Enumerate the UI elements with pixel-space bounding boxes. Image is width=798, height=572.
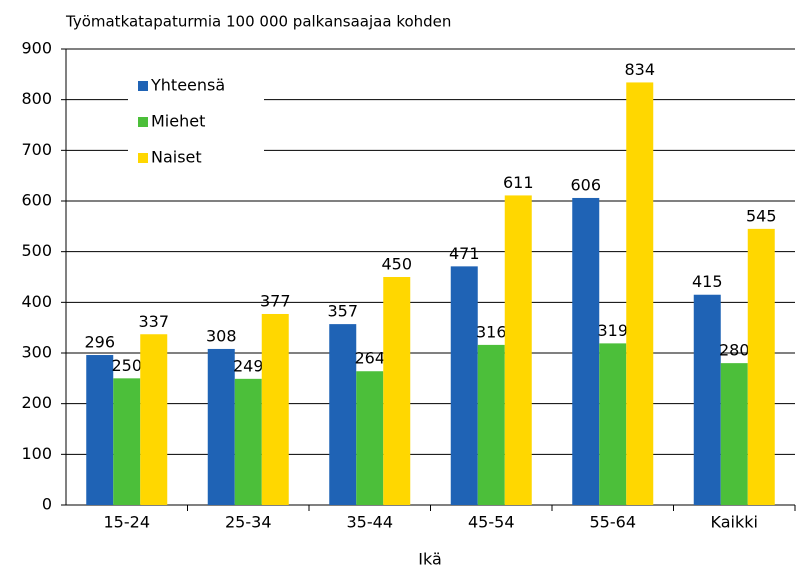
data-label: 250 bbox=[111, 356, 142, 375]
bar bbox=[86, 355, 114, 505]
data-label: 316 bbox=[476, 322, 507, 341]
x-tick-label: 15-24 bbox=[104, 513, 151, 532]
x-axis-label: Ikä bbox=[418, 550, 442, 569]
chart-title: Työmatkatapaturmia 100 000 palkansaajaa … bbox=[65, 13, 451, 31]
bar bbox=[113, 378, 141, 505]
bar bbox=[261, 313, 289, 505]
y-tick-label: 200 bbox=[21, 393, 52, 412]
legend-label: Yhteensä bbox=[150, 76, 225, 95]
data-label: 611 bbox=[503, 173, 534, 192]
data-label: 296 bbox=[84, 333, 115, 352]
legend-swatch bbox=[138, 117, 148, 127]
y-tick-label: 600 bbox=[21, 191, 52, 210]
x-tick-label: 55-64 bbox=[590, 513, 637, 532]
data-label: 337 bbox=[138, 312, 169, 331]
bar bbox=[626, 82, 654, 505]
data-label: 280 bbox=[719, 341, 750, 360]
bar bbox=[477, 344, 505, 505]
data-label: 471 bbox=[449, 244, 480, 263]
bar bbox=[383, 277, 411, 505]
data-label: 415 bbox=[692, 272, 723, 291]
bar bbox=[720, 363, 748, 505]
x-tick-label: 45-54 bbox=[468, 513, 515, 532]
legend-label: Miehet bbox=[151, 112, 205, 131]
y-tick-label: 300 bbox=[21, 343, 52, 362]
x-tick-label: 25-34 bbox=[225, 513, 272, 532]
bar bbox=[599, 343, 627, 505]
bar bbox=[356, 371, 384, 505]
y-tick-label: 900 bbox=[21, 39, 52, 58]
bar bbox=[140, 334, 168, 505]
legend-swatch bbox=[138, 81, 148, 91]
data-label: 319 bbox=[597, 321, 628, 340]
data-label: 308 bbox=[206, 326, 237, 345]
y-tick-label: 400 bbox=[21, 292, 52, 311]
data-label: 377 bbox=[260, 291, 291, 310]
y-tick-label: 500 bbox=[21, 241, 52, 260]
data-label: 545 bbox=[746, 206, 777, 225]
legend-swatch bbox=[138, 153, 148, 163]
legend-label: Naiset bbox=[151, 148, 202, 167]
data-label: 264 bbox=[354, 349, 385, 368]
data-label: 357 bbox=[327, 302, 358, 321]
bar bbox=[504, 195, 532, 505]
bar bbox=[234, 378, 262, 505]
legend-box bbox=[128, 66, 264, 176]
bar bbox=[693, 294, 721, 505]
y-tick-label: 800 bbox=[21, 89, 52, 108]
y-tick-label: 0 bbox=[42, 495, 52, 514]
data-label: 450 bbox=[381, 255, 412, 274]
x-tick-label: Kaikki bbox=[711, 513, 758, 532]
bar bbox=[450, 266, 478, 505]
x-tick-label: 35-44 bbox=[347, 513, 394, 532]
bar bbox=[329, 324, 357, 505]
y-tick-label: 700 bbox=[21, 140, 52, 159]
y-tick-label: 100 bbox=[21, 444, 52, 463]
bar bbox=[207, 348, 235, 505]
data-label: 834 bbox=[624, 60, 655, 79]
data-label: 249 bbox=[233, 356, 264, 375]
data-label: 606 bbox=[570, 175, 601, 194]
bar bbox=[572, 197, 600, 505]
bar bbox=[747, 228, 775, 505]
